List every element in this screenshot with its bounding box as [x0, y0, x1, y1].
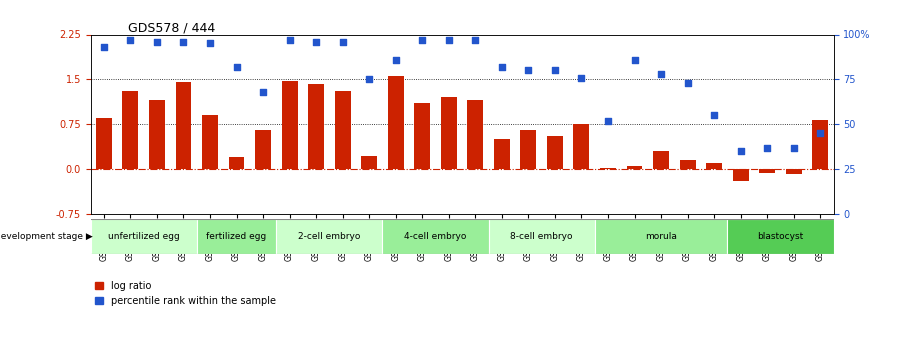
- Point: [547, 68, 562, 73]
- Point: [176, 39, 190, 45]
- Bar: [414, 103, 430, 169]
- Text: 8-cell embryo: 8-cell embryo: [510, 232, 573, 241]
- Bar: [706, 163, 722, 169]
- Point: [335, 39, 350, 45]
- Point: [495, 64, 509, 70]
- Point: [361, 77, 377, 82]
- Point: [203, 41, 217, 46]
- Text: 2-cell embryo: 2-cell embryo: [298, 232, 361, 241]
- Point: [229, 64, 244, 70]
- Legend: log ratio, percentile rank within the sample: log ratio, percentile rank within the sa…: [95, 281, 276, 306]
- FancyBboxPatch shape: [276, 219, 382, 254]
- Text: blastocyst: blastocyst: [757, 232, 804, 241]
- FancyBboxPatch shape: [197, 219, 276, 254]
- Point: [680, 80, 695, 86]
- Point: [786, 145, 801, 150]
- FancyBboxPatch shape: [382, 219, 488, 254]
- Bar: [573, 124, 590, 169]
- FancyBboxPatch shape: [91, 219, 197, 254]
- Point: [468, 37, 483, 43]
- Bar: [600, 168, 616, 169]
- Bar: [176, 82, 191, 169]
- Bar: [547, 136, 563, 169]
- Bar: [308, 84, 324, 169]
- Bar: [228, 157, 245, 169]
- Bar: [202, 115, 218, 169]
- Bar: [653, 151, 669, 169]
- Point: [441, 37, 456, 43]
- Point: [734, 148, 748, 154]
- Text: development stage ▶: development stage ▶: [0, 232, 93, 241]
- Point: [813, 130, 827, 136]
- Bar: [759, 169, 776, 173]
- Bar: [786, 169, 802, 174]
- Bar: [334, 91, 351, 169]
- Point: [415, 37, 429, 43]
- Bar: [441, 97, 457, 169]
- Text: morula: morula: [645, 232, 677, 241]
- Point: [654, 71, 669, 77]
- Bar: [255, 130, 271, 169]
- Bar: [733, 169, 748, 181]
- Bar: [494, 139, 510, 169]
- FancyBboxPatch shape: [728, 219, 834, 254]
- Bar: [813, 120, 828, 169]
- Bar: [361, 156, 377, 169]
- Text: GDS578 / 444: GDS578 / 444: [128, 21, 215, 34]
- Text: 4-cell embryo: 4-cell embryo: [404, 232, 467, 241]
- Bar: [627, 166, 642, 169]
- FancyBboxPatch shape: [488, 219, 594, 254]
- Point: [283, 37, 297, 43]
- Bar: [96, 118, 111, 169]
- Point: [123, 37, 138, 43]
- Point: [149, 39, 164, 45]
- Bar: [282, 81, 297, 169]
- Bar: [122, 91, 139, 169]
- Point: [97, 44, 111, 50]
- Point: [521, 68, 535, 73]
- Bar: [467, 100, 483, 169]
- Point: [309, 39, 323, 45]
- Text: fertilized egg: fertilized egg: [207, 232, 266, 241]
- Point: [707, 112, 721, 118]
- Point: [760, 145, 775, 150]
- Bar: [520, 130, 536, 169]
- Point: [574, 75, 589, 80]
- Point: [255, 89, 270, 95]
- Point: [627, 57, 641, 62]
- Text: unfertilized egg: unfertilized egg: [108, 232, 179, 241]
- Bar: [388, 76, 404, 169]
- Bar: [680, 160, 696, 169]
- Point: [389, 57, 403, 62]
- Bar: [149, 100, 165, 169]
- FancyBboxPatch shape: [594, 219, 728, 254]
- Point: [601, 118, 615, 124]
